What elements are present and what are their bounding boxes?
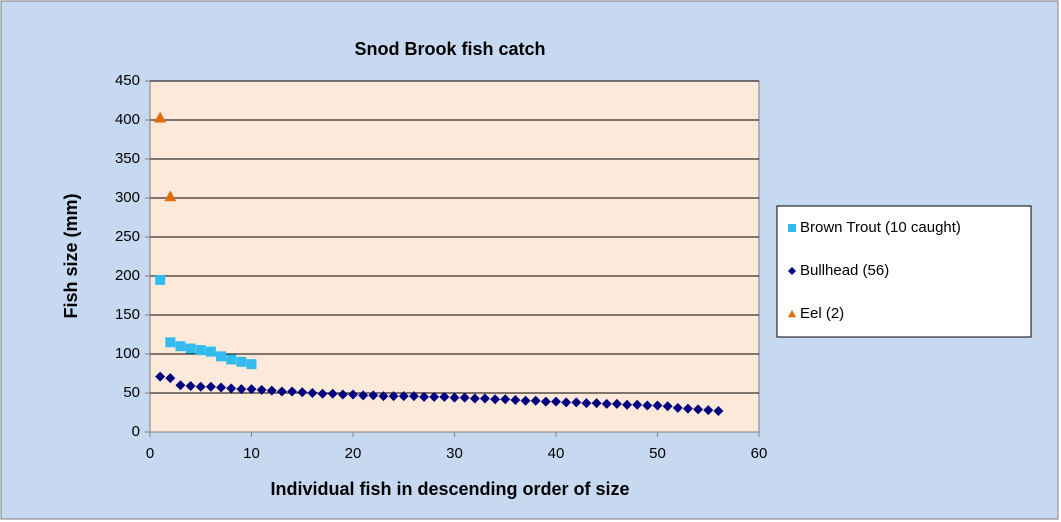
marker <box>388 391 399 402</box>
y-tick-label: 0 <box>132 423 140 440</box>
marker <box>398 391 409 402</box>
marker <box>429 391 440 402</box>
marker <box>236 356 247 367</box>
marker <box>419 391 430 402</box>
marker <box>520 395 531 406</box>
marker <box>622 399 633 410</box>
y-tick-label: 250 <box>115 228 140 245</box>
marker <box>703 405 714 416</box>
marker <box>327 388 338 399</box>
y-tick-label: 50 <box>123 384 140 401</box>
marker <box>551 396 561 407</box>
marker <box>571 397 582 408</box>
marker <box>205 346 216 357</box>
legend-marker <box>788 267 796 275</box>
y-tick-label: 400 <box>115 111 140 128</box>
marker <box>591 398 602 409</box>
marker <box>175 341 186 352</box>
legend-marker <box>788 310 796 318</box>
marker <box>469 393 480 404</box>
marker <box>226 383 237 394</box>
marker <box>490 394 501 405</box>
legend-label: Eel (2) <box>800 305 844 322</box>
x-tick-label: 0 <box>146 445 154 462</box>
marker <box>459 392 470 403</box>
x-tick-label: 30 <box>446 445 463 462</box>
marker <box>165 337 176 348</box>
y-axis-title: Fish size (mm) <box>61 193 81 318</box>
x-tick-label: 60 <box>751 445 768 462</box>
marker <box>337 389 348 400</box>
marker <box>246 359 257 370</box>
marker <box>317 388 328 399</box>
marker <box>581 398 592 409</box>
marker <box>601 398 612 409</box>
marker <box>165 373 176 384</box>
marker <box>662 401 673 412</box>
marker <box>530 395 541 406</box>
marker <box>358 390 369 401</box>
legend-label: Bullhead (56) <box>800 262 889 279</box>
marker <box>195 381 206 392</box>
y-tick-label: 300 <box>115 189 140 206</box>
marker <box>276 386 287 397</box>
chart-title: Snod Brook fish catch <box>354 39 545 59</box>
marker <box>216 382 227 393</box>
x-tick-label: 10 <box>243 445 260 462</box>
marker <box>682 403 693 414</box>
y-tick-label: 100 <box>115 345 140 362</box>
plot-area <box>149 80 760 433</box>
marker <box>611 398 622 409</box>
y-tick-label: 350 <box>115 150 140 167</box>
marker <box>195 345 206 356</box>
marker <box>256 384 267 395</box>
marker <box>652 400 663 411</box>
marker <box>185 343 196 354</box>
x-tick-label: 50 <box>649 445 666 462</box>
marker <box>216 351 227 362</box>
y-tick-label: 450 <box>115 72 140 89</box>
marker <box>642 400 653 411</box>
marker <box>632 399 643 410</box>
marker <box>348 389 358 400</box>
marker <box>155 371 166 382</box>
x-tick-label: 20 <box>345 445 362 462</box>
marker <box>236 384 247 395</box>
marker <box>307 388 318 398</box>
y-tick-label: 200 <box>115 267 140 284</box>
marker <box>672 402 683 413</box>
legend-marker <box>788 224 796 232</box>
marker <box>205 381 216 392</box>
marker <box>368 390 379 401</box>
marker <box>155 274 166 285</box>
x-tick-label: 40 <box>548 445 565 462</box>
marker <box>439 391 450 402</box>
marker <box>561 397 572 408</box>
marker <box>540 396 551 407</box>
y-tick-label: 150 <box>115 306 140 323</box>
marker <box>226 354 237 365</box>
marker <box>164 190 177 202</box>
marker <box>287 386 298 397</box>
marker <box>246 384 257 395</box>
marker <box>154 111 167 123</box>
marker <box>175 380 186 391</box>
marker <box>266 385 277 396</box>
marker <box>500 394 511 405</box>
marker <box>378 391 389 402</box>
marker <box>408 391 419 402</box>
marker <box>479 393 490 404</box>
marker <box>297 387 308 398</box>
marker <box>185 380 196 391</box>
marker <box>449 392 460 403</box>
marker <box>693 404 704 415</box>
legend-label: Brown Trout (10 caught) <box>800 219 961 236</box>
x-axis-title: Individual fish in descending order of s… <box>270 479 629 499</box>
legend <box>776 205 1032 338</box>
marker <box>713 405 724 416</box>
marker <box>510 395 521 406</box>
